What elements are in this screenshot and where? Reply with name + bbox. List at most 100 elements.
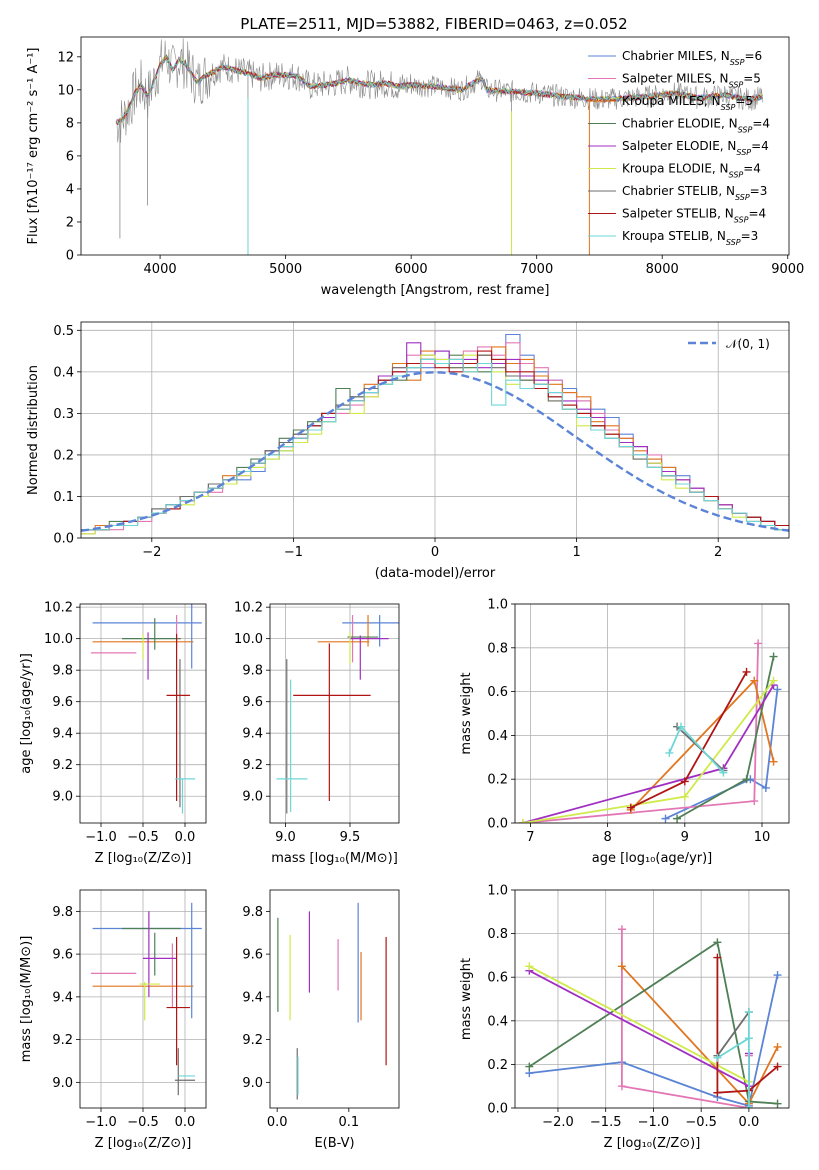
legend-label: 𝒩(0, 1) — [726, 337, 770, 351]
weight-marker — [754, 639, 763, 648]
x-tick-label: −0.5 — [127, 1115, 159, 1130]
legend-label: Kroupa STELIB, NSSP=3 — [622, 229, 758, 247]
x-axis-label: Z [log₁₀(Z/Z⊙)] — [604, 1136, 701, 1151]
legend-count: =5 — [743, 72, 761, 86]
y-tick-label: 10.2 — [44, 601, 73, 616]
x-tick-label: 9.0 — [275, 830, 296, 845]
y-axis-label: mass weight — [459, 672, 474, 754]
normal-curve — [81, 371, 789, 532]
y-tick-label: 10.0 — [44, 632, 73, 647]
x-tick-label: −0.5 — [685, 1115, 717, 1130]
legend-label: Chabrier MILES, NSSP=6 — [622, 49, 762, 67]
y-tick-label: 9.6 — [242, 695, 263, 710]
histogram-series — [81, 358, 789, 531]
y-tick-label: 0.2 — [487, 1058, 508, 1073]
x-tick-label: 0.0 — [267, 1115, 288, 1130]
y-tick-label: 8 — [66, 116, 74, 131]
y-tick-label: 9.0 — [52, 790, 73, 805]
weight-marker — [713, 938, 722, 947]
y-tick-label: 9.8 — [52, 905, 73, 920]
panel-z-age: −1.0 −0.5 0.0 9.0 9.2 9.4 9.6 9.8 10.0 10.2 Z [log… — [19, 601, 207, 866]
plot-area — [81, 333, 789, 535]
model-spectrum — [115, 57, 763, 126]
y-tick-label: 9.6 — [242, 948, 263, 963]
model-spectrum — [115, 55, 763, 125]
weight-marker — [773, 971, 782, 980]
weight-marker — [713, 953, 722, 962]
y-tick-label: 1.0 — [487, 884, 508, 899]
weight-marker — [713, 1088, 722, 1097]
y-tick-label: 9.4 — [52, 990, 73, 1005]
x-tick-label: 7 — [526, 830, 534, 845]
y-tick-label: 0.4 — [53, 365, 74, 380]
x-tick-label: 8 — [603, 830, 611, 845]
y-tick-label: 12 — [57, 50, 74, 65]
y-tick-label: 0.0 — [487, 817, 508, 832]
weight-series — [630, 678, 775, 811]
x-tick-label: 0.1 — [338, 1115, 359, 1130]
x-tick-label: 7000 — [520, 262, 553, 277]
x-tick-label: 9 — [681, 830, 689, 845]
legend-label: Salpeter MILES, NSSP=5 — [622, 72, 761, 90]
weight-marker — [761, 783, 770, 792]
axes-frame — [80, 321, 790, 539]
legend-subscript: SSP — [729, 170, 744, 179]
weight-marker — [769, 757, 778, 766]
legend-label: Salpeter STELIB, NSSP=4 — [622, 207, 766, 225]
x-tick-label: 5000 — [269, 262, 302, 277]
y-tick-label: 4 — [66, 182, 74, 197]
x-tick-label: −2 — [142, 545, 161, 560]
axes-frame — [269, 889, 400, 1109]
weight-marker — [773, 1042, 782, 1051]
x-tick-label: −1.5 — [590, 1115, 622, 1130]
y-tick-label: 0.6 — [487, 971, 508, 986]
y-tick-label: 9.4 — [52, 727, 73, 742]
weight-marker — [773, 1062, 782, 1071]
legend-subscript: SSP — [738, 125, 753, 134]
y-tick-label: 0.2 — [487, 773, 508, 788]
model-spectrum — [115, 56, 763, 126]
x-axis-label: Z [log₁₀(Z/Z⊙)] — [95, 1136, 192, 1151]
weight-marker — [673, 814, 682, 823]
legend-subscript: SSP — [735, 193, 750, 202]
y-tick-label: 9.2 — [242, 1033, 263, 1048]
y-tick-label: 0.4 — [487, 1014, 508, 1029]
legend-count: =4 — [751, 139, 769, 153]
x-tick-label: −1.0 — [638, 1115, 670, 1130]
y-axis-label: Normed distribution — [26, 365, 41, 495]
weight-marker — [617, 925, 626, 934]
legend-label: Chabrier STELIB, NSSP=3 — [622, 184, 767, 202]
legend-count: =3 — [741, 229, 759, 243]
legend-count: =5 — [735, 94, 753, 108]
plot-area — [276, 615, 399, 814]
y-tick-label: 10.2 — [234, 601, 263, 616]
weight-series — [716, 1012, 750, 1108]
y-tick-label: 0.0 — [53, 532, 74, 547]
y-axis-label: age [log₁₀(age/yr)] — [19, 653, 34, 774]
y-axis-label: mass weight — [459, 958, 474, 1040]
weight-marker — [750, 797, 759, 806]
weight-series — [716, 957, 779, 1094]
model-spectrum — [115, 55, 763, 125]
weight-series — [665, 689, 779, 820]
weight-marker — [626, 803, 635, 812]
weight-marker — [518, 819, 527, 823]
weight-marker — [713, 1053, 722, 1062]
axes-frame — [80, 36, 790, 256]
x-tick-label: −0.5 — [127, 830, 159, 845]
weight-marker — [744, 1034, 753, 1043]
axes-frame — [79, 603, 207, 824]
y-tick-label: 9.4 — [242, 727, 263, 742]
weight-marker — [769, 676, 778, 685]
plot-area — [90, 902, 202, 1096]
weight-marker — [742, 775, 751, 784]
weight-marker — [769, 652, 778, 661]
x-tick-label: 2 — [714, 545, 722, 560]
y-tick-label: 0.1 — [53, 490, 74, 505]
y-tick-label: 9.8 — [52, 664, 73, 679]
weight-marker — [680, 777, 689, 786]
y-tick-label: 0.2 — [53, 448, 74, 463]
y-tick-label: 9.4 — [242, 990, 263, 1005]
x-axis-label: mass [log₁₀(M/M⊙)] — [271, 851, 398, 866]
